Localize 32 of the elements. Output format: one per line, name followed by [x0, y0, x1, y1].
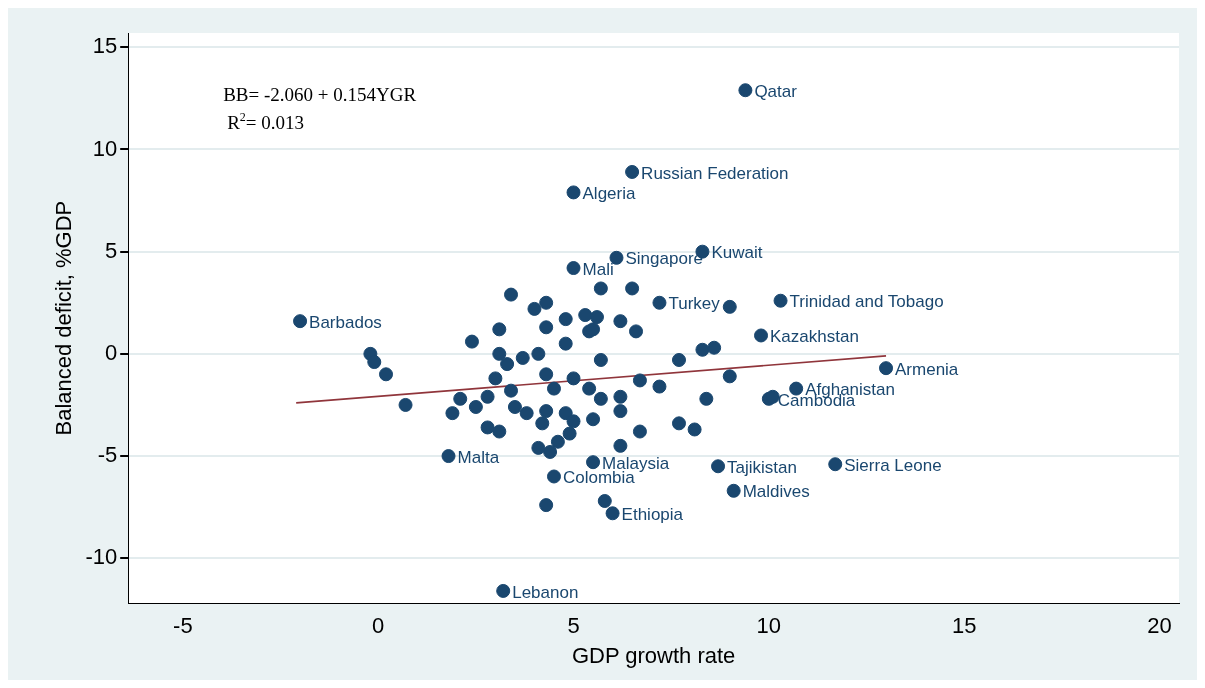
data-label: Kazakhstan: [770, 327, 859, 347]
data-label: Russian Federation: [641, 163, 789, 183]
x-axis-title: GDP growth rate: [571, 642, 736, 668]
y-axis-title: Balanced deficit, %GDP: [51, 200, 77, 436]
x-tick-label: 20: [1147, 613, 1172, 639]
y-tick-label: -10: [85, 544, 118, 570]
y-tick-label: -5: [97, 442, 118, 468]
y-tick-label: 15: [92, 33, 118, 59]
data-label: Sierra Leone: [844, 455, 942, 475]
data-label: Tajikistan: [727, 457, 797, 477]
y-tick-label: 10: [92, 135, 118, 161]
data-label: Qatar: [754, 81, 798, 101]
data-label: Ethiopia: [621, 504, 684, 524]
data-label: Lebanon: [512, 582, 579, 602]
x-tick-label: 10: [756, 613, 782, 639]
data-label: Singapore: [625, 249, 703, 269]
data-label: Maldives: [742, 482, 810, 502]
data-label: Algeria: [582, 184, 636, 204]
y-tick-label: 5: [104, 237, 118, 263]
x-tick-label: -5: [173, 613, 193, 639]
data-label: Mali: [582, 259, 614, 279]
data-label: Trinidad and Tobago: [789, 292, 944, 312]
annotation: BB= -2.060 + 0.154YGR: [223, 84, 417, 105]
y-tick-label: 0: [104, 339, 118, 365]
x-tick-label: 0: [372, 613, 385, 639]
x-tick-label: 15: [951, 613, 977, 639]
data-label: Armenia: [895, 359, 959, 379]
data-label: Malta: [457, 447, 500, 467]
x-tick-label: 5: [567, 613, 580, 639]
data-label: Barbados: [309, 312, 382, 332]
data-label: Turkey: [668, 294, 721, 314]
data-label: Kuwait: [711, 243, 763, 263]
